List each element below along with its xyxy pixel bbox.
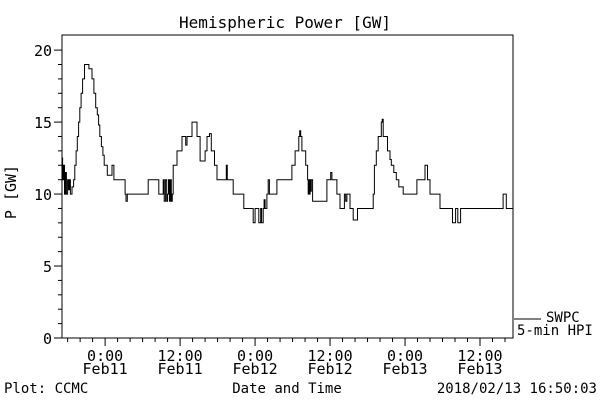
x-tick-label: 12:00 Feb13 xyxy=(457,347,503,378)
legend-series-sub: 5-min HPI xyxy=(517,323,593,339)
x-tick-label: 12:00 Feb11 xyxy=(157,347,203,378)
y-tick-label: 5 xyxy=(42,258,52,277)
y-tick-label: 0 xyxy=(42,330,52,348)
y-tick-label: 15 xyxy=(33,114,52,133)
y-tick-label: 20 xyxy=(33,42,52,61)
x-tick-label: 12:00 Feb12 xyxy=(307,347,353,378)
hpi-step-line xyxy=(62,64,513,224)
legend-series-name: SWPC xyxy=(546,310,580,326)
plot-credit: Plot: CCMC xyxy=(4,381,89,397)
chart-title: Hemispheric Power [GW] xyxy=(179,13,391,32)
x-axis-label: Date and Time xyxy=(232,381,342,397)
y-tick-label: 10 xyxy=(33,186,52,205)
x-tick-label: 0:00 Feb12 xyxy=(232,347,278,378)
x-tick-label: 0:00 Feb11 xyxy=(82,347,128,378)
plot-timestamp: 2018/02/13 16:50:03 xyxy=(436,381,597,397)
x-tick-label: 0:00 Feb13 xyxy=(382,347,428,378)
plot-frame xyxy=(61,34,514,339)
